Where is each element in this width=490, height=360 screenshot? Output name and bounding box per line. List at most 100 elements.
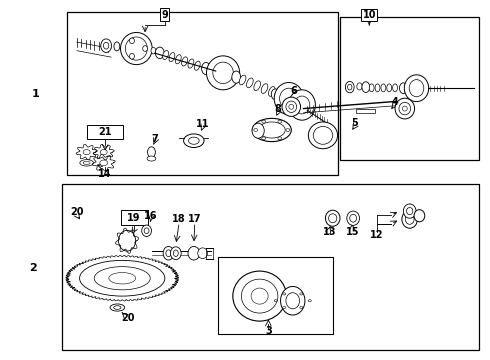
- Ellipse shape: [198, 248, 207, 258]
- Ellipse shape: [345, 81, 354, 93]
- Ellipse shape: [414, 210, 425, 222]
- Ellipse shape: [387, 84, 392, 92]
- Ellipse shape: [80, 159, 94, 166]
- Ellipse shape: [258, 122, 285, 138]
- Text: 14: 14: [98, 169, 112, 179]
- Text: 13: 13: [322, 227, 336, 237]
- Ellipse shape: [151, 48, 156, 54]
- Ellipse shape: [173, 250, 178, 256]
- Text: 11: 11: [196, 119, 209, 129]
- Circle shape: [308, 300, 311, 302]
- Ellipse shape: [206, 56, 240, 90]
- Ellipse shape: [155, 47, 164, 59]
- Circle shape: [262, 137, 266, 140]
- Ellipse shape: [142, 225, 151, 237]
- Text: 1: 1: [32, 89, 39, 99]
- Text: 3: 3: [265, 326, 272, 336]
- Ellipse shape: [109, 273, 136, 284]
- Ellipse shape: [274, 82, 303, 114]
- Ellipse shape: [347, 211, 360, 225]
- Ellipse shape: [188, 247, 200, 260]
- Circle shape: [286, 129, 290, 131]
- Ellipse shape: [362, 82, 370, 93]
- Ellipse shape: [286, 293, 299, 309]
- Ellipse shape: [271, 89, 279, 100]
- Ellipse shape: [308, 122, 338, 149]
- Ellipse shape: [369, 84, 374, 92]
- Ellipse shape: [114, 306, 121, 309]
- Circle shape: [100, 160, 108, 166]
- Ellipse shape: [166, 250, 171, 257]
- Text: 19: 19: [127, 212, 141, 222]
- Ellipse shape: [110, 304, 124, 311]
- Text: 10: 10: [363, 10, 376, 20]
- Circle shape: [83, 149, 90, 155]
- Circle shape: [278, 137, 282, 140]
- Ellipse shape: [188, 59, 194, 68]
- Bar: [218, 257, 333, 334]
- Text: 16: 16: [144, 211, 158, 221]
- Ellipse shape: [392, 84, 397, 92]
- Bar: [121, 210, 147, 225]
- Ellipse shape: [294, 96, 310, 114]
- Ellipse shape: [233, 271, 287, 321]
- Ellipse shape: [184, 134, 204, 148]
- Ellipse shape: [286, 101, 296, 112]
- Ellipse shape: [163, 50, 169, 59]
- Ellipse shape: [399, 102, 411, 115]
- Ellipse shape: [403, 204, 416, 218]
- Circle shape: [300, 306, 303, 309]
- Ellipse shape: [282, 97, 300, 116]
- Ellipse shape: [252, 123, 264, 138]
- Ellipse shape: [261, 84, 268, 93]
- Text: 8: 8: [275, 104, 282, 114]
- Ellipse shape: [147, 156, 156, 161]
- Ellipse shape: [121, 32, 152, 64]
- Circle shape: [274, 300, 277, 302]
- Ellipse shape: [175, 55, 181, 64]
- Ellipse shape: [281, 287, 305, 315]
- Text: 2: 2: [29, 262, 37, 273]
- Ellipse shape: [254, 81, 261, 91]
- Circle shape: [100, 149, 107, 155]
- Ellipse shape: [119, 230, 136, 251]
- Ellipse shape: [144, 228, 149, 234]
- Circle shape: [262, 120, 266, 123]
- Ellipse shape: [147, 147, 155, 157]
- Circle shape: [283, 306, 286, 309]
- Text: 18: 18: [172, 214, 186, 224]
- Ellipse shape: [375, 84, 380, 92]
- Ellipse shape: [329, 214, 337, 223]
- Text: 15: 15: [345, 227, 359, 237]
- Ellipse shape: [402, 106, 407, 111]
- Text: 6: 6: [291, 86, 297, 96]
- Ellipse shape: [114, 42, 120, 51]
- Text: 12: 12: [370, 230, 383, 240]
- Bar: [67, 12, 338, 175]
- Ellipse shape: [347, 84, 352, 90]
- Ellipse shape: [182, 57, 188, 66]
- Ellipse shape: [357, 83, 362, 90]
- Text: 4: 4: [391, 97, 398, 107]
- Ellipse shape: [242, 279, 278, 313]
- Ellipse shape: [269, 86, 275, 96]
- Ellipse shape: [402, 210, 417, 228]
- Circle shape: [300, 293, 303, 295]
- Ellipse shape: [280, 88, 298, 109]
- Text: 20: 20: [70, 207, 84, 217]
- Ellipse shape: [405, 214, 414, 224]
- Ellipse shape: [125, 37, 147, 60]
- Ellipse shape: [313, 126, 333, 144]
- Ellipse shape: [404, 75, 429, 102]
- Ellipse shape: [289, 104, 294, 109]
- Ellipse shape: [289, 90, 316, 120]
- Bar: [356, 109, 374, 113]
- Ellipse shape: [169, 53, 175, 62]
- Ellipse shape: [195, 61, 200, 70]
- Ellipse shape: [246, 78, 253, 88]
- Text: 7: 7: [151, 134, 158, 144]
- Ellipse shape: [79, 260, 165, 296]
- Text: 21: 21: [98, 127, 112, 137]
- Ellipse shape: [252, 118, 291, 141]
- Ellipse shape: [103, 42, 109, 49]
